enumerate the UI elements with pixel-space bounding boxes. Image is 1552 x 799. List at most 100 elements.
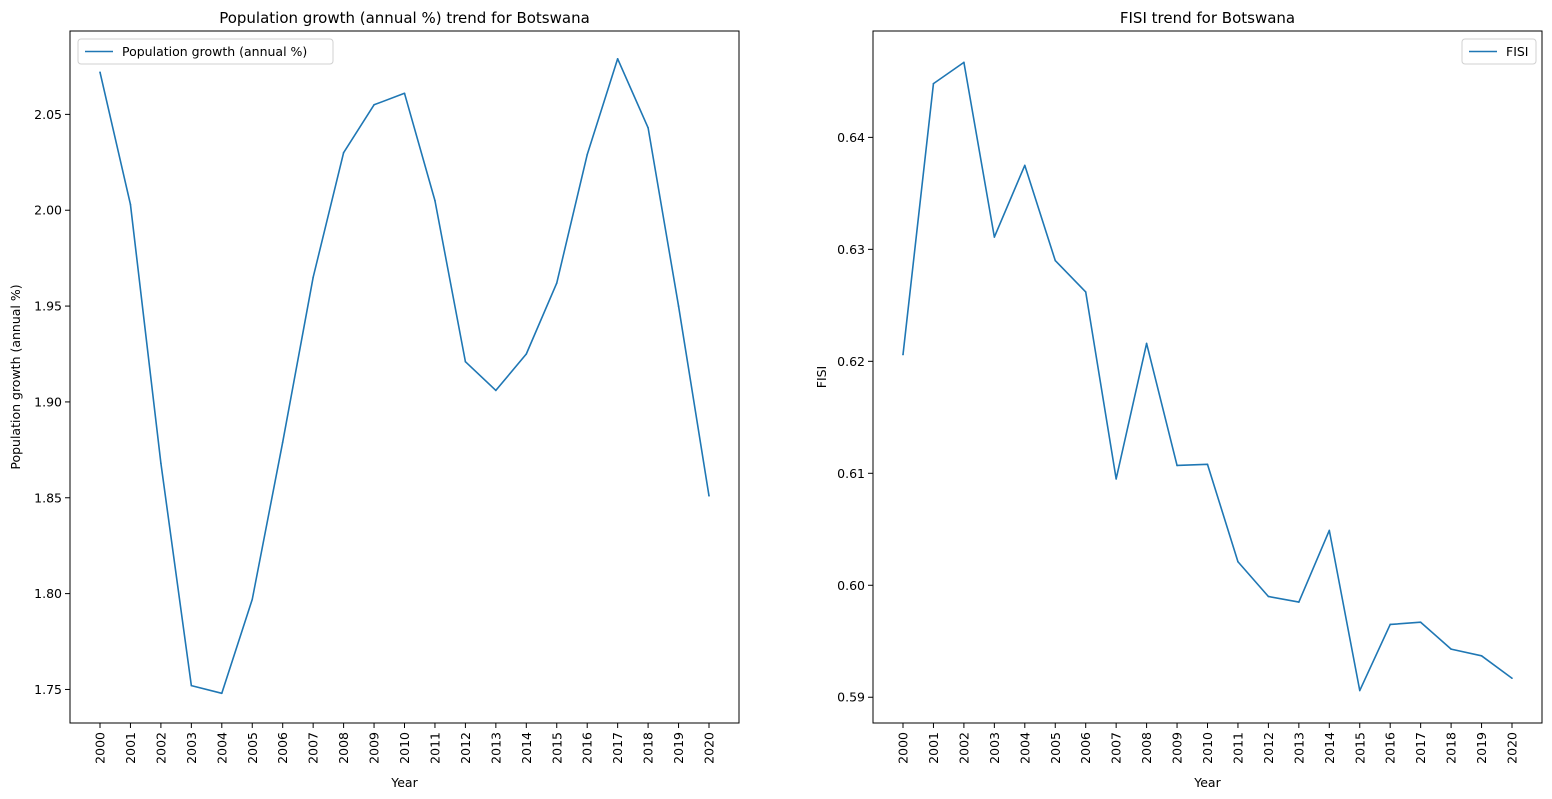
chart-title: Population growth (annual %) trend for B… [219, 9, 590, 27]
x-tick-label: 2006 [1078, 732, 1093, 764]
x-tick-label: 2016 [580, 732, 595, 764]
data-point [251, 598, 254, 601]
x-tick-label: 2003 [987, 732, 1002, 764]
y-tick-label: 0.60 [837, 578, 865, 593]
x-tick-label: 2001 [926, 732, 941, 764]
x-tick-label: 2012 [458, 732, 473, 764]
x-tick-label: 2005 [245, 732, 260, 764]
plot-frame [872, 30, 1543, 724]
data-point [1267, 595, 1270, 598]
x-tick-label: 2019 [1474, 732, 1489, 764]
x-tick-label: 2009 [1170, 732, 1185, 764]
x-tick-label: 2017 [1413, 732, 1428, 764]
data-point [464, 360, 467, 363]
data-point [1145, 342, 1148, 345]
data-point [902, 353, 904, 356]
x-tick-label: 2017 [610, 732, 625, 764]
data-point [647, 127, 649, 129]
x-tick-label: 2004 [214, 732, 229, 764]
y-tick-label: 0.62 [837, 354, 865, 369]
x-tick-label: 2015 [549, 732, 564, 764]
data-point [495, 389, 497, 392]
x-tick-label: 2005 [1048, 732, 1063, 764]
x-tick-label: 2014 [1322, 732, 1337, 764]
y-tick-label: 0.64 [837, 130, 865, 145]
plot-frame [69, 30, 740, 724]
legend-entry: FISI [1506, 44, 1529, 59]
chart-1: Population growth (annual %) trend for B… [8, 9, 740, 790]
x-tick-label: 2007 [1109, 732, 1124, 764]
chart-2: FISI trend for Botswana 0.59 0.60 0.61 0.62 0… [814, 9, 1543, 790]
x-tick-label: 2020 [1505, 732, 1520, 764]
data-point [434, 199, 436, 202]
data-point [993, 236, 996, 238]
x-tick-label: 2013 [1291, 732, 1306, 764]
y-tick-label: 1.90 [34, 394, 62, 409]
x-tick-label: 2003 [184, 732, 199, 764]
x-tick-label: 2000 [93, 732, 108, 764]
x-tick-label: 2006 [275, 732, 290, 764]
data-point [708, 495, 710, 497]
data-point [221, 692, 223, 695]
x-tick-label: 2018 [641, 732, 656, 764]
series-line [99, 57, 710, 695]
y-tick-label: 1.80 [34, 586, 62, 601]
x-tick-label: 2012 [1261, 732, 1276, 764]
data-point [586, 153, 588, 156]
y-tick-label: 2.00 [34, 203, 62, 218]
y-tick-label: 1.75 [34, 682, 62, 697]
legend-box [77, 38, 334, 65]
chart-title: FISI trend for Botswana [1120, 9, 1295, 27]
data-point [99, 71, 101, 74]
y-axis-label: Population growth (annual %) [8, 284, 23, 469]
data-point [281, 441, 284, 443]
x-tick-label: 2010 [397, 732, 412, 764]
data-point [342, 151, 345, 154]
data-point [1176, 464, 1178, 467]
x-axis-label: Year [1193, 775, 1221, 790]
data-point [555, 282, 558, 284]
y-tick-label: 0.59 [837, 690, 865, 705]
x-tick-label: 2002 [153, 732, 168, 764]
data-point [1328, 529, 1331, 532]
y-axis-label: FISI [814, 366, 829, 389]
x-tick-label: 2000 [896, 732, 911, 764]
y-tick-label: 2.05 [34, 107, 62, 122]
x-tick-label: 2018 [1444, 732, 1459, 764]
data-point [373, 104, 375, 106]
data-point [1084, 291, 1087, 293]
x-tick-label: 2007 [306, 732, 321, 764]
data-point [1419, 621, 1422, 624]
y-tick-label: 1.95 [34, 299, 62, 314]
data-point [1024, 164, 1026, 167]
x-axis-label: Year [390, 775, 418, 790]
x-tick-label: 2009 [367, 732, 382, 764]
data-point [525, 353, 528, 355]
x-tick-label: 2002 [956, 732, 971, 764]
y-tick-label: 0.61 [837, 466, 865, 481]
data-point [963, 61, 965, 64]
y-tick-label: 0.63 [837, 242, 865, 257]
x-tick-label: 2020 [702, 732, 717, 764]
x-tick-label: 2019 [671, 732, 686, 764]
data-point [1298, 601, 1300, 603]
x-tick-label: 2008 [336, 732, 351, 764]
data-point [312, 276, 314, 279]
x-tick-label: 2004 [1017, 732, 1032, 764]
data-point [1450, 648, 1452, 650]
data-point [1480, 655, 1483, 657]
x-tick-label: 2011 [427, 732, 442, 764]
data-point [1358, 689, 1361, 692]
legend-box [1461, 38, 1537, 65]
data-point [1511, 677, 1513, 680]
data-point [1206, 463, 1209, 466]
data-point [129, 203, 132, 206]
data-point [403, 92, 406, 95]
x-tick-label: 2008 [1139, 732, 1154, 764]
x-tick-label: 2015 [1352, 732, 1367, 764]
x-tick-label: 2010 [1200, 732, 1215, 764]
data-point [616, 57, 619, 60]
legend: FISI [1461, 38, 1537, 65]
data-point [160, 462, 162, 465]
